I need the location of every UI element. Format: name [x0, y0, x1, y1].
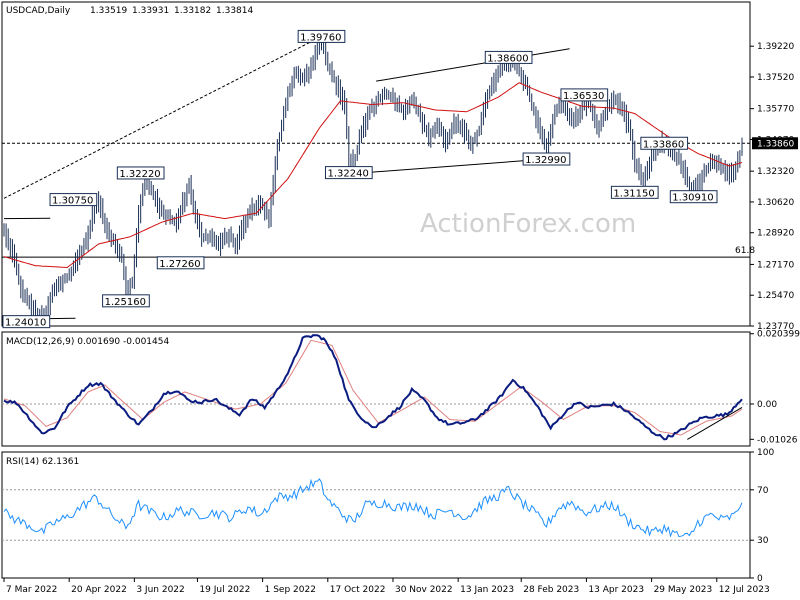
macd-pane-frame — [1, 331, 751, 447]
swing-label: 1.33860 — [643, 139, 684, 150]
x-tick-label: 20 Apr 2022 — [71, 585, 127, 595]
current-price-label: 1.33860 — [757, 139, 794, 149]
swing-label-box — [640, 136, 689, 150]
y-tick-label: 1.39220 — [757, 42, 794, 52]
swing-label-box — [610, 185, 659, 199]
swing-label: 1.36530 — [563, 91, 604, 102]
trendline — [365, 158, 547, 174]
y-tick-label: 1.32320 — [757, 167, 794, 177]
current-price-tag — [752, 137, 798, 150]
main-price-layer: 61.8 1.24010 1.25160 1.30750 1.32220 1.27260 1… — [2, 29, 755, 329]
rsi-tick-label: 30 — [757, 536, 769, 546]
ohlc-open: 1.33519 — [90, 6, 127, 16]
y-tick-label: 1.30620 — [757, 198, 794, 208]
macd-tick-label: 0.020399 — [757, 330, 800, 340]
y-tick-label: 1.28920 — [757, 229, 794, 239]
ohlc-high: 1.33931 — [132, 6, 169, 16]
swing-label-box — [522, 152, 571, 166]
rsi-tick-label: 70 — [757, 486, 769, 496]
watermark: ActionForex.com — [420, 209, 636, 239]
swing-label-box — [297, 29, 346, 43]
macd-trendline — [687, 406, 743, 440]
swing-label: 1.30910 — [672, 193, 713, 204]
y-tick-label: 1.37520 — [757, 73, 794, 83]
macd-title: MACD(12,26,9) 0.001690 -0.001454 — [6, 337, 169, 347]
x-tick-label: 13 Jan 2023 — [460, 585, 514, 595]
ohlc-close: 1.33814 — [216, 6, 253, 16]
swing-label-box — [484, 50, 533, 64]
axis-layer: 1.392201.375201.357701.340701.323201.306… — [3, 42, 800, 595]
x-tick-label: 28 Feb 2023 — [523, 585, 579, 595]
x-tick-label: 30 Nov 2022 — [395, 585, 453, 595]
swing-label-box — [102, 294, 150, 308]
swing-label: 1.39760 — [300, 32, 341, 43]
x-tick-label: 29 May 2023 — [654, 585, 713, 595]
trendline — [376, 48, 570, 82]
rsi-title: RSI(14) 62.1361 — [6, 457, 79, 467]
x-tick-label: 1 Sep 2022 — [265, 585, 316, 595]
x-tick-label: 12 Jul 2023 — [719, 585, 770, 595]
swing-label: 1.31150 — [613, 188, 654, 199]
swing-label: 1.24010 — [5, 318, 46, 329]
swing-label: 1.32220 — [119, 169, 160, 180]
rsi-tick-label: 0 — [757, 574, 763, 584]
x-tick-label: 3 Jun 2022 — [136, 585, 184, 595]
rsi-pane-frame — [1, 451, 751, 579]
y-tick-label: 1.27170 — [757, 260, 794, 270]
trendline — [3, 35, 322, 199]
moving-average-line — [3, 82, 743, 269]
macd-tick-label: -0.01026 — [757, 435, 798, 445]
macd-layer — [2, 334, 750, 441]
x-tick-label: 13 Apr 2023 — [588, 585, 644, 595]
x-tick-label: 17 Oct 2022 — [330, 585, 386, 595]
ohlc-low: 1.33182 — [174, 6, 211, 16]
swing-label: 1.38600 — [487, 53, 528, 64]
rsi-line — [3, 478, 743, 538]
swing-label-box — [116, 166, 165, 180]
rsi-layer — [2, 478, 750, 541]
macd-line — [3, 334, 743, 441]
swing-label-box — [560, 88, 609, 102]
swing-label: 1.25160 — [105, 297, 146, 308]
swing-label-box — [324, 166, 373, 180]
main-pane-frame — [1, 1, 751, 327]
y-tick-label: 1.23770 — [757, 322, 794, 332]
swing-label-box — [49, 193, 98, 207]
fib-label: 61.8 — [735, 246, 755, 256]
swing-label-box — [156, 256, 205, 270]
main-title: USDCAD,Daily — [6, 6, 71, 16]
x-tick-label: 19 Jul 2022 — [199, 585, 250, 595]
swing-label-box — [2, 315, 51, 329]
swing-label: 1.30750 — [52, 196, 93, 207]
swing-label: 1.32990 — [525, 155, 566, 166]
macd-tick-label: 0.00 — [757, 400, 777, 410]
y-tick-label: 1.25470 — [757, 291, 794, 301]
x-tick-label: 7 Mar 2022 — [6, 585, 57, 595]
swing-label: 1.32240 — [327, 169, 368, 180]
swing-label: 1.27260 — [159, 259, 200, 270]
y-tick-label: 1.35770 — [757, 105, 794, 115]
rsi-tick-label: 100 — [757, 448, 774, 458]
swing-label-box — [669, 190, 718, 204]
